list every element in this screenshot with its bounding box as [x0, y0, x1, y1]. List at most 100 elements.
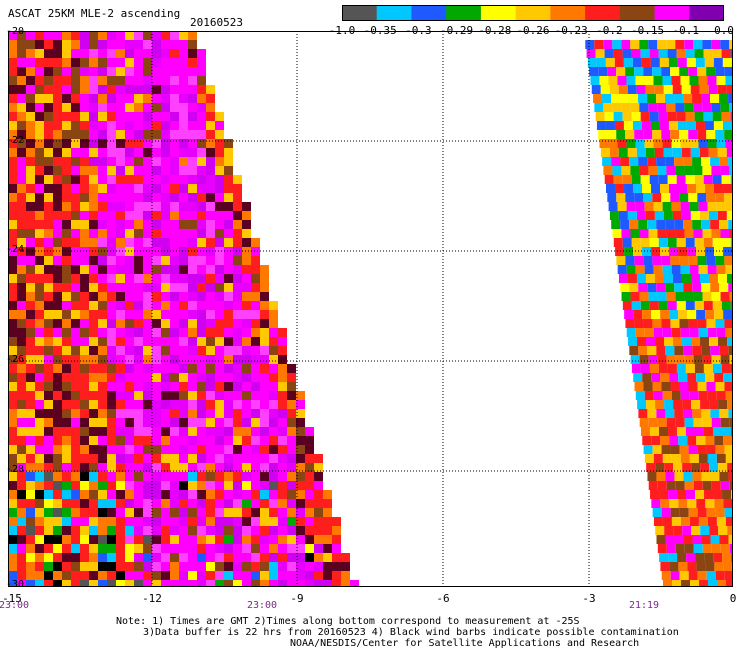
- swath-cell: [242, 472, 251, 481]
- swath-cell: [8, 319, 17, 328]
- swath-cell: [251, 382, 260, 391]
- swath-cell: [652, 256, 662, 265]
- swath-cell: [710, 283, 720, 292]
- swath-cell: [646, 337, 656, 346]
- swath-cell: [719, 220, 729, 229]
- swath-cell: [62, 310, 71, 319]
- swath-cell: [242, 418, 251, 427]
- swath-cell: [224, 256, 233, 265]
- swath-cell: [206, 193, 215, 202]
- swath-cell: [629, 220, 639, 229]
- swath-cell: [71, 499, 80, 508]
- swath-cell: [224, 580, 233, 587]
- swath-cell: [116, 283, 125, 292]
- swath-cell: [80, 184, 89, 193]
- swath-cell: [656, 157, 666, 166]
- swath-cell: [215, 373, 224, 382]
- swath-cell: [631, 238, 641, 247]
- swath-cell: [71, 409, 80, 418]
- swath-cell: [188, 382, 197, 391]
- swath-cell: [685, 427, 695, 436]
- swath-cell: [107, 328, 116, 337]
- swath-cell: [143, 409, 152, 418]
- swath-cell: [215, 346, 224, 355]
- swath-cell: [287, 400, 296, 409]
- swath-cell: [662, 328, 672, 337]
- swath-cell: [152, 220, 161, 229]
- swath-cell: [705, 310, 715, 319]
- swath-cell: [80, 382, 89, 391]
- swath-cell: [215, 580, 224, 587]
- swath-cell: [71, 553, 80, 562]
- swath-cell: [197, 121, 206, 130]
- swath-cell: [8, 562, 17, 571]
- swath-cell: [260, 328, 269, 337]
- swath-cell: [143, 40, 152, 49]
- swath-cell: [703, 238, 713, 247]
- swath-cell: [98, 58, 107, 67]
- swath-cell: [143, 193, 152, 202]
- swath-cell: [206, 238, 215, 247]
- swath-cell: [80, 337, 89, 346]
- swath-cell: [152, 427, 161, 436]
- swath-cell: [197, 157, 206, 166]
- swath-cell: [80, 481, 89, 490]
- swath-cell: [681, 274, 691, 283]
- swath-cell: [674, 283, 684, 292]
- swath-cell: [35, 238, 44, 247]
- swath-cell: [676, 364, 686, 373]
- swath-cell: [224, 247, 233, 256]
- swath-cell: [215, 499, 224, 508]
- swath-cell: [71, 58, 80, 67]
- swath-cell: [656, 220, 666, 229]
- swath-cell: [98, 76, 107, 85]
- swath-cell: [684, 229, 694, 238]
- swath-cell: [596, 58, 606, 67]
- swath-cell: [8, 166, 17, 175]
- swath-cell: [717, 211, 727, 220]
- swath-cell: [188, 157, 197, 166]
- swath-cell: [251, 562, 260, 571]
- swath-cell: [206, 319, 215, 328]
- time-label: 21:19: [628, 600, 660, 611]
- swath-cell: [706, 382, 716, 391]
- swath-cell: [89, 283, 98, 292]
- swath-cell: [269, 472, 278, 481]
- swath-cell: [44, 544, 53, 553]
- swath-cell: [683, 346, 693, 355]
- swath-cell: [206, 301, 215, 310]
- swath-cell: [8, 400, 17, 409]
- swath-cell: [680, 265, 690, 274]
- swath-cell: [35, 580, 44, 587]
- swath-cell: [62, 319, 71, 328]
- swath-cell: [35, 256, 44, 265]
- swath-cell: [8, 535, 17, 544]
- swath-cell: [17, 427, 26, 436]
- swath-cell: [98, 103, 107, 112]
- swath-cell: [179, 535, 188, 544]
- swath-cell: [260, 382, 269, 391]
- swath-cell: [143, 427, 152, 436]
- swath-cell: [116, 328, 125, 337]
- colorbar-label: -0.23: [554, 24, 588, 37]
- swath-cell: [616, 256, 626, 265]
- swath-cell: [224, 292, 233, 301]
- swath-cell: [224, 454, 233, 463]
- swath-cell: [242, 436, 251, 445]
- swath-cell: [224, 535, 233, 544]
- swath-cell: [680, 517, 690, 526]
- swath-cell: [170, 301, 179, 310]
- swath-cell: [715, 256, 725, 265]
- swath-cell: [125, 400, 134, 409]
- swath-cell: [716, 580, 726, 587]
- swath-cell: [707, 139, 717, 148]
- swath-cell: [642, 373, 652, 382]
- swath-cell: [656, 283, 666, 292]
- swath-cell: [224, 499, 233, 508]
- swath-cell: [716, 328, 726, 337]
- swath-cell: [170, 463, 179, 472]
- swath-cell: [269, 436, 278, 445]
- swath-cell: [643, 256, 653, 265]
- swath-cell: [53, 517, 62, 526]
- swath-cell: [161, 427, 170, 436]
